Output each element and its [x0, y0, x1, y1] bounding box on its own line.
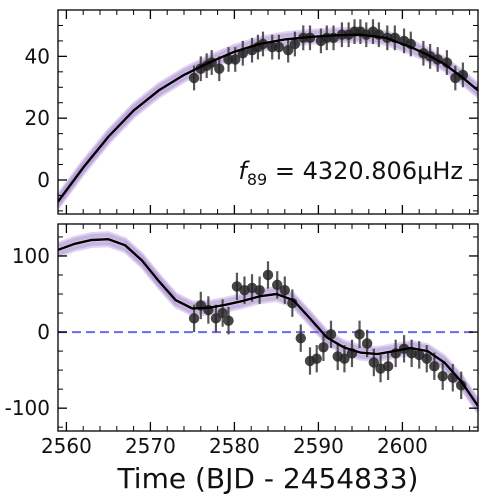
data-point [382, 361, 394, 372]
data-point [217, 307, 228, 319]
bottom-panel: -100 0 100 2560 2570 2580 2590 2600 [5, 223, 480, 458]
data-point [295, 332, 306, 344]
x-tick-label: 2570 [125, 434, 176, 458]
y-tick-label: 0 [37, 320, 50, 344]
data-point [429, 361, 440, 372]
y-tick-label: 20 [25, 106, 50, 130]
data-point [254, 285, 265, 296]
data-point [325, 329, 337, 340]
data-point [273, 41, 285, 53]
data-point [214, 63, 225, 74]
model-band-draw [57, 231, 480, 402]
x-tick-label: 2580 [209, 434, 260, 458]
y-tick-label: 40 [25, 44, 50, 68]
data-point [457, 69, 469, 81]
top-plot-frame [57, 9, 479, 215]
data-point [318, 342, 329, 353]
top-panel: 0 20 40 f89 = 4320.806μHz [25, 9, 480, 215]
top-model-band [56, 26, 480, 209]
bottom-model-band [57, 231, 480, 414]
frequency-value: = 4320.806μHz [267, 157, 463, 185]
x-axis-title: Time (BJD - 2454833) [117, 462, 419, 495]
data-point [368, 357, 380, 368]
bottom-plot-frame [57, 223, 479, 432]
data-point [456, 380, 467, 391]
y-tick-label: 0 [37, 168, 50, 192]
data-point [339, 353, 350, 364]
top-axis-ticks: 0 20 40 [25, 9, 478, 214]
data-point [272, 279, 283, 291]
data-point [421, 353, 432, 364]
data-point [223, 315, 234, 326]
data-point [361, 338, 373, 349]
data-point [282, 44, 294, 56]
bottom-axis-ticks: -100 0 100 2560 2570 2580 2590 2600 [5, 224, 478, 458]
x-tick-label: 2600 [377, 434, 428, 458]
bottom-model-line [57, 237, 479, 407]
data-point [354, 329, 365, 340]
data-point [188, 72, 200, 84]
data-point [279, 285, 290, 296]
x-tick-label: 2590 [293, 434, 344, 458]
data-point [289, 38, 301, 50]
y-tick-label: -100 [5, 396, 50, 420]
data-point [188, 313, 200, 324]
data-point [437, 371, 448, 382]
bottom-data-points [188, 261, 467, 400]
data-point [230, 54, 241, 65]
frequency-subscript: 89 [247, 170, 267, 189]
frequency-annotation: f89 = 4320.806μHz [238, 157, 463, 189]
y-tick-label: 100 [12, 244, 50, 268]
x-tick-label: 2560 [41, 434, 92, 458]
data-point [262, 269, 274, 281]
model-band-draw [57, 233, 480, 404]
model-band-draw [56, 26, 480, 197]
data-point [311, 353, 322, 364]
top-model-line [57, 33, 479, 203]
